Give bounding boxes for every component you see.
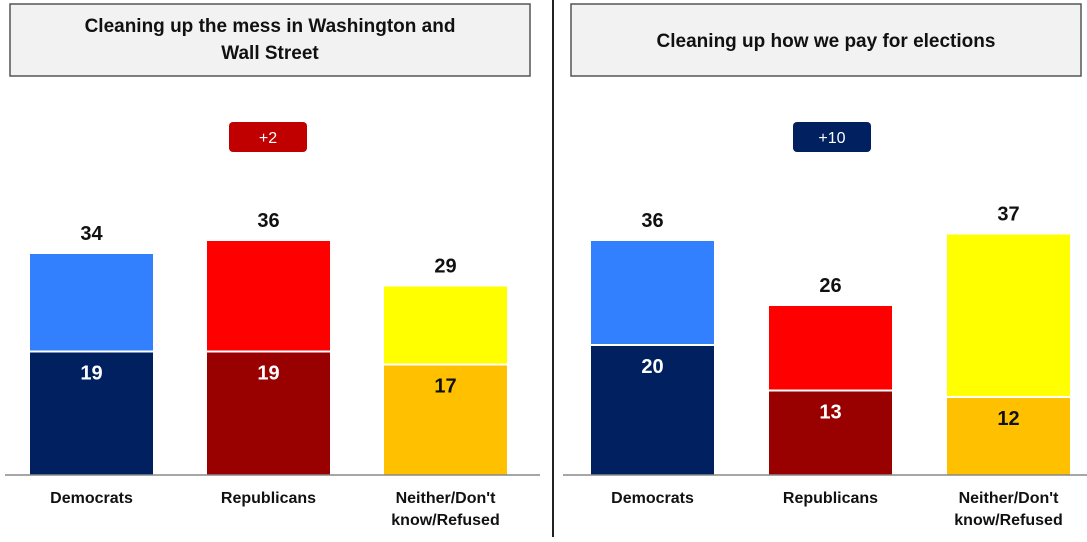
category-label: Republicans [783,490,878,507]
data-label-bottom: 12 [997,408,1019,430]
data-label-bottom: 20 [641,356,663,378]
difference-badge-label: +10 [818,130,845,147]
data-label-bottom: 17 [434,376,456,398]
bar-segment-bottom [769,390,892,475]
difference-badge [229,122,307,152]
data-label-total: 37 [997,204,1019,226]
difference-badge-label: +2 [259,130,277,147]
bar-segment-bottom [384,364,507,475]
category-label: know/Refused [391,512,499,529]
chart-title: Cleaning up the mess in Washington and [85,16,456,37]
category-label: Democrats [50,490,133,507]
data-label-total: 29 [434,256,456,278]
bar-segment-bottom [207,351,330,475]
data-label-bottom: 19 [257,363,279,385]
chart-title-box [570,3,1082,77]
chart-title: Wall Street [221,43,319,64]
category-label: Democrats [611,490,694,507]
data-label-total: 34 [80,223,103,245]
category-label: know/Refused [954,512,1062,529]
chart-title: Cleaning up how we pay for elections [657,31,996,52]
category-label: Neither/Don't [396,490,496,507]
data-label-total: 26 [819,275,841,297]
data-label-bottom: 19 [80,363,102,385]
data-label-bottom: 13 [819,402,841,424]
category-label: Neither/Don't [959,490,1059,507]
bar-segment-top [769,306,892,391]
bar-segment-bottom [591,345,714,475]
bar-segment-bottom [947,397,1070,475]
bar-segment-top [947,234,1070,397]
bar-segment-top [207,241,330,352]
category-label: Republicans [221,490,316,507]
bar-segment-top [591,241,714,345]
bar-segment-bottom [30,351,153,475]
chart-title-box [9,3,531,77]
data-label-total: 36 [641,210,663,232]
bar-segment-top [30,254,153,352]
difference-badge [793,122,871,152]
bar-segment-top [384,286,507,365]
data-label-total: 36 [257,210,279,232]
